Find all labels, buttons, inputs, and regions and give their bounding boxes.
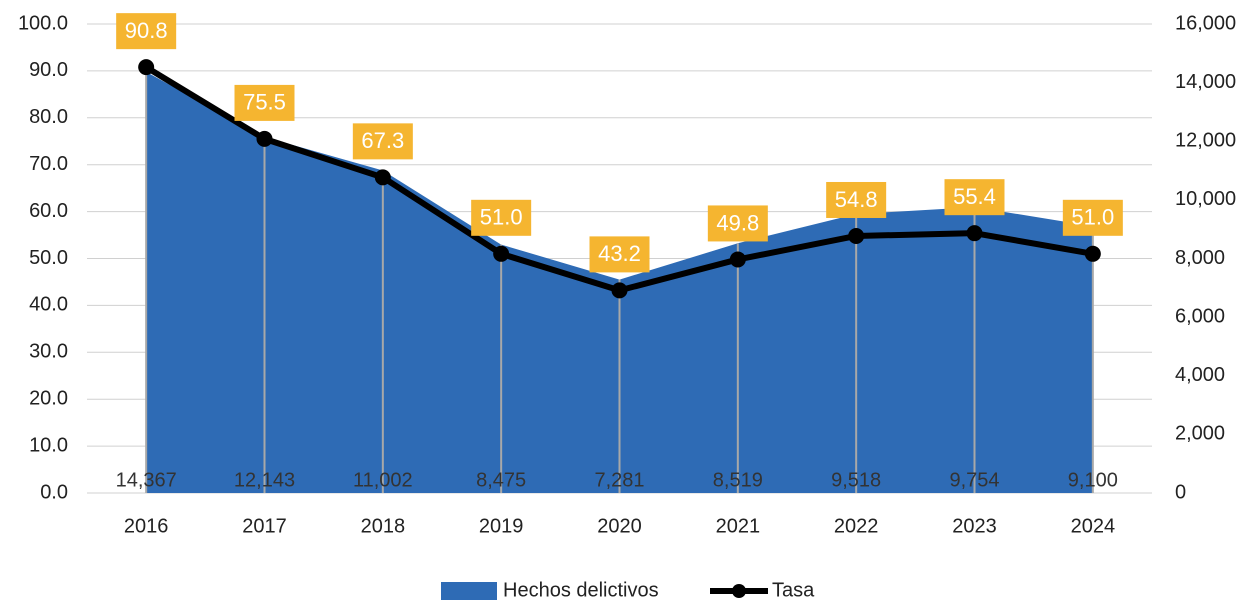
x-tick-label: 2022 bbox=[834, 515, 879, 537]
area-value-label: 12,143 bbox=[234, 469, 295, 491]
marker bbox=[493, 245, 510, 262]
y2-tick-label: 16,000 bbox=[1175, 12, 1236, 34]
area-value-label: 11,002 bbox=[353, 469, 413, 491]
y2-tick-label: 14,000 bbox=[1175, 71, 1236, 93]
line-value-label: 51.0 bbox=[1071, 205, 1114, 230]
line-value-label: 90.8 bbox=[125, 18, 168, 43]
area-value-label: 7,281 bbox=[594, 469, 644, 491]
marker bbox=[256, 130, 273, 147]
marker bbox=[729, 251, 746, 268]
y2-tick-label: 4,000 bbox=[1175, 364, 1225, 386]
x-tick-label: 2021 bbox=[716, 515, 761, 537]
x-tick-label: 2018 bbox=[361, 515, 406, 537]
y2-tick-label: 0 bbox=[1175, 481, 1186, 503]
label-box bbox=[352, 123, 413, 160]
marker bbox=[848, 227, 865, 244]
y2-tick-label: 2,000 bbox=[1175, 423, 1225, 445]
line-value-label: 43.2 bbox=[598, 241, 641, 266]
x-tick-label: 2016 bbox=[124, 515, 169, 537]
label-box bbox=[471, 199, 532, 236]
y-tick-label: 60.0 bbox=[29, 200, 68, 222]
label-box bbox=[589, 236, 650, 273]
y2-tick-label: 6,000 bbox=[1175, 305, 1225, 327]
y-tick-label: 50.0 bbox=[29, 247, 68, 269]
y-tick-label: 100.0 bbox=[18, 12, 68, 34]
line-value-label: 49.8 bbox=[716, 210, 759, 235]
label-box bbox=[234, 84, 295, 121]
y2-tick-label: 8,000 bbox=[1175, 247, 1225, 269]
area-value-label: 9,754 bbox=[949, 469, 999, 491]
y-tick-label: 90.0 bbox=[29, 59, 68, 81]
legend-swatch bbox=[441, 582, 497, 600]
y-tick-label: 30.0 bbox=[29, 341, 68, 363]
y2-tick-label: 12,000 bbox=[1175, 130, 1236, 152]
y-tick-label: 20.0 bbox=[29, 387, 68, 409]
marker bbox=[1084, 245, 1101, 262]
y-tick-label: 10.0 bbox=[29, 434, 68, 456]
x-tick-label: 2020 bbox=[597, 515, 642, 537]
legend-label: Tasa bbox=[772, 579, 815, 601]
marker bbox=[374, 169, 391, 186]
label-box bbox=[826, 181, 887, 218]
area-value-label: 8,475 bbox=[476, 469, 526, 491]
label-box bbox=[116, 13, 177, 50]
y-tick-label: 80.0 bbox=[29, 106, 68, 128]
label-box bbox=[944, 179, 1005, 216]
x-tick-label: 2019 bbox=[479, 515, 524, 537]
line-value-label: 75.5 bbox=[243, 90, 286, 115]
area-value-label: 9,518 bbox=[831, 469, 881, 491]
area-value-label: 14,367 bbox=[116, 469, 177, 491]
marker bbox=[966, 225, 983, 242]
x-tick-label: 2023 bbox=[952, 515, 997, 537]
y-tick-label: 70.0 bbox=[29, 153, 68, 175]
x-tick-label: 2017 bbox=[242, 515, 287, 537]
x-tick-label: 2024 bbox=[1071, 515, 1116, 537]
line-value-label: 67.3 bbox=[361, 128, 404, 153]
marker bbox=[138, 59, 155, 76]
y-tick-label: 40.0 bbox=[29, 294, 68, 316]
legend-label: Hechos delictivos bbox=[503, 579, 659, 601]
label-box bbox=[707, 205, 768, 242]
y2-tick-label: 10,000 bbox=[1175, 188, 1236, 210]
line-value-label: 51.0 bbox=[480, 205, 523, 230]
y-tick-label: 0.0 bbox=[40, 481, 68, 503]
area-value-label: 8,519 bbox=[713, 469, 763, 491]
legend-marker bbox=[732, 584, 746, 598]
marker bbox=[611, 282, 628, 299]
area-value-label: 9,100 bbox=[1068, 469, 1118, 491]
line-value-label: 54.8 bbox=[835, 187, 878, 212]
label-box bbox=[1062, 199, 1123, 236]
line-value-label: 55.4 bbox=[953, 184, 996, 209]
